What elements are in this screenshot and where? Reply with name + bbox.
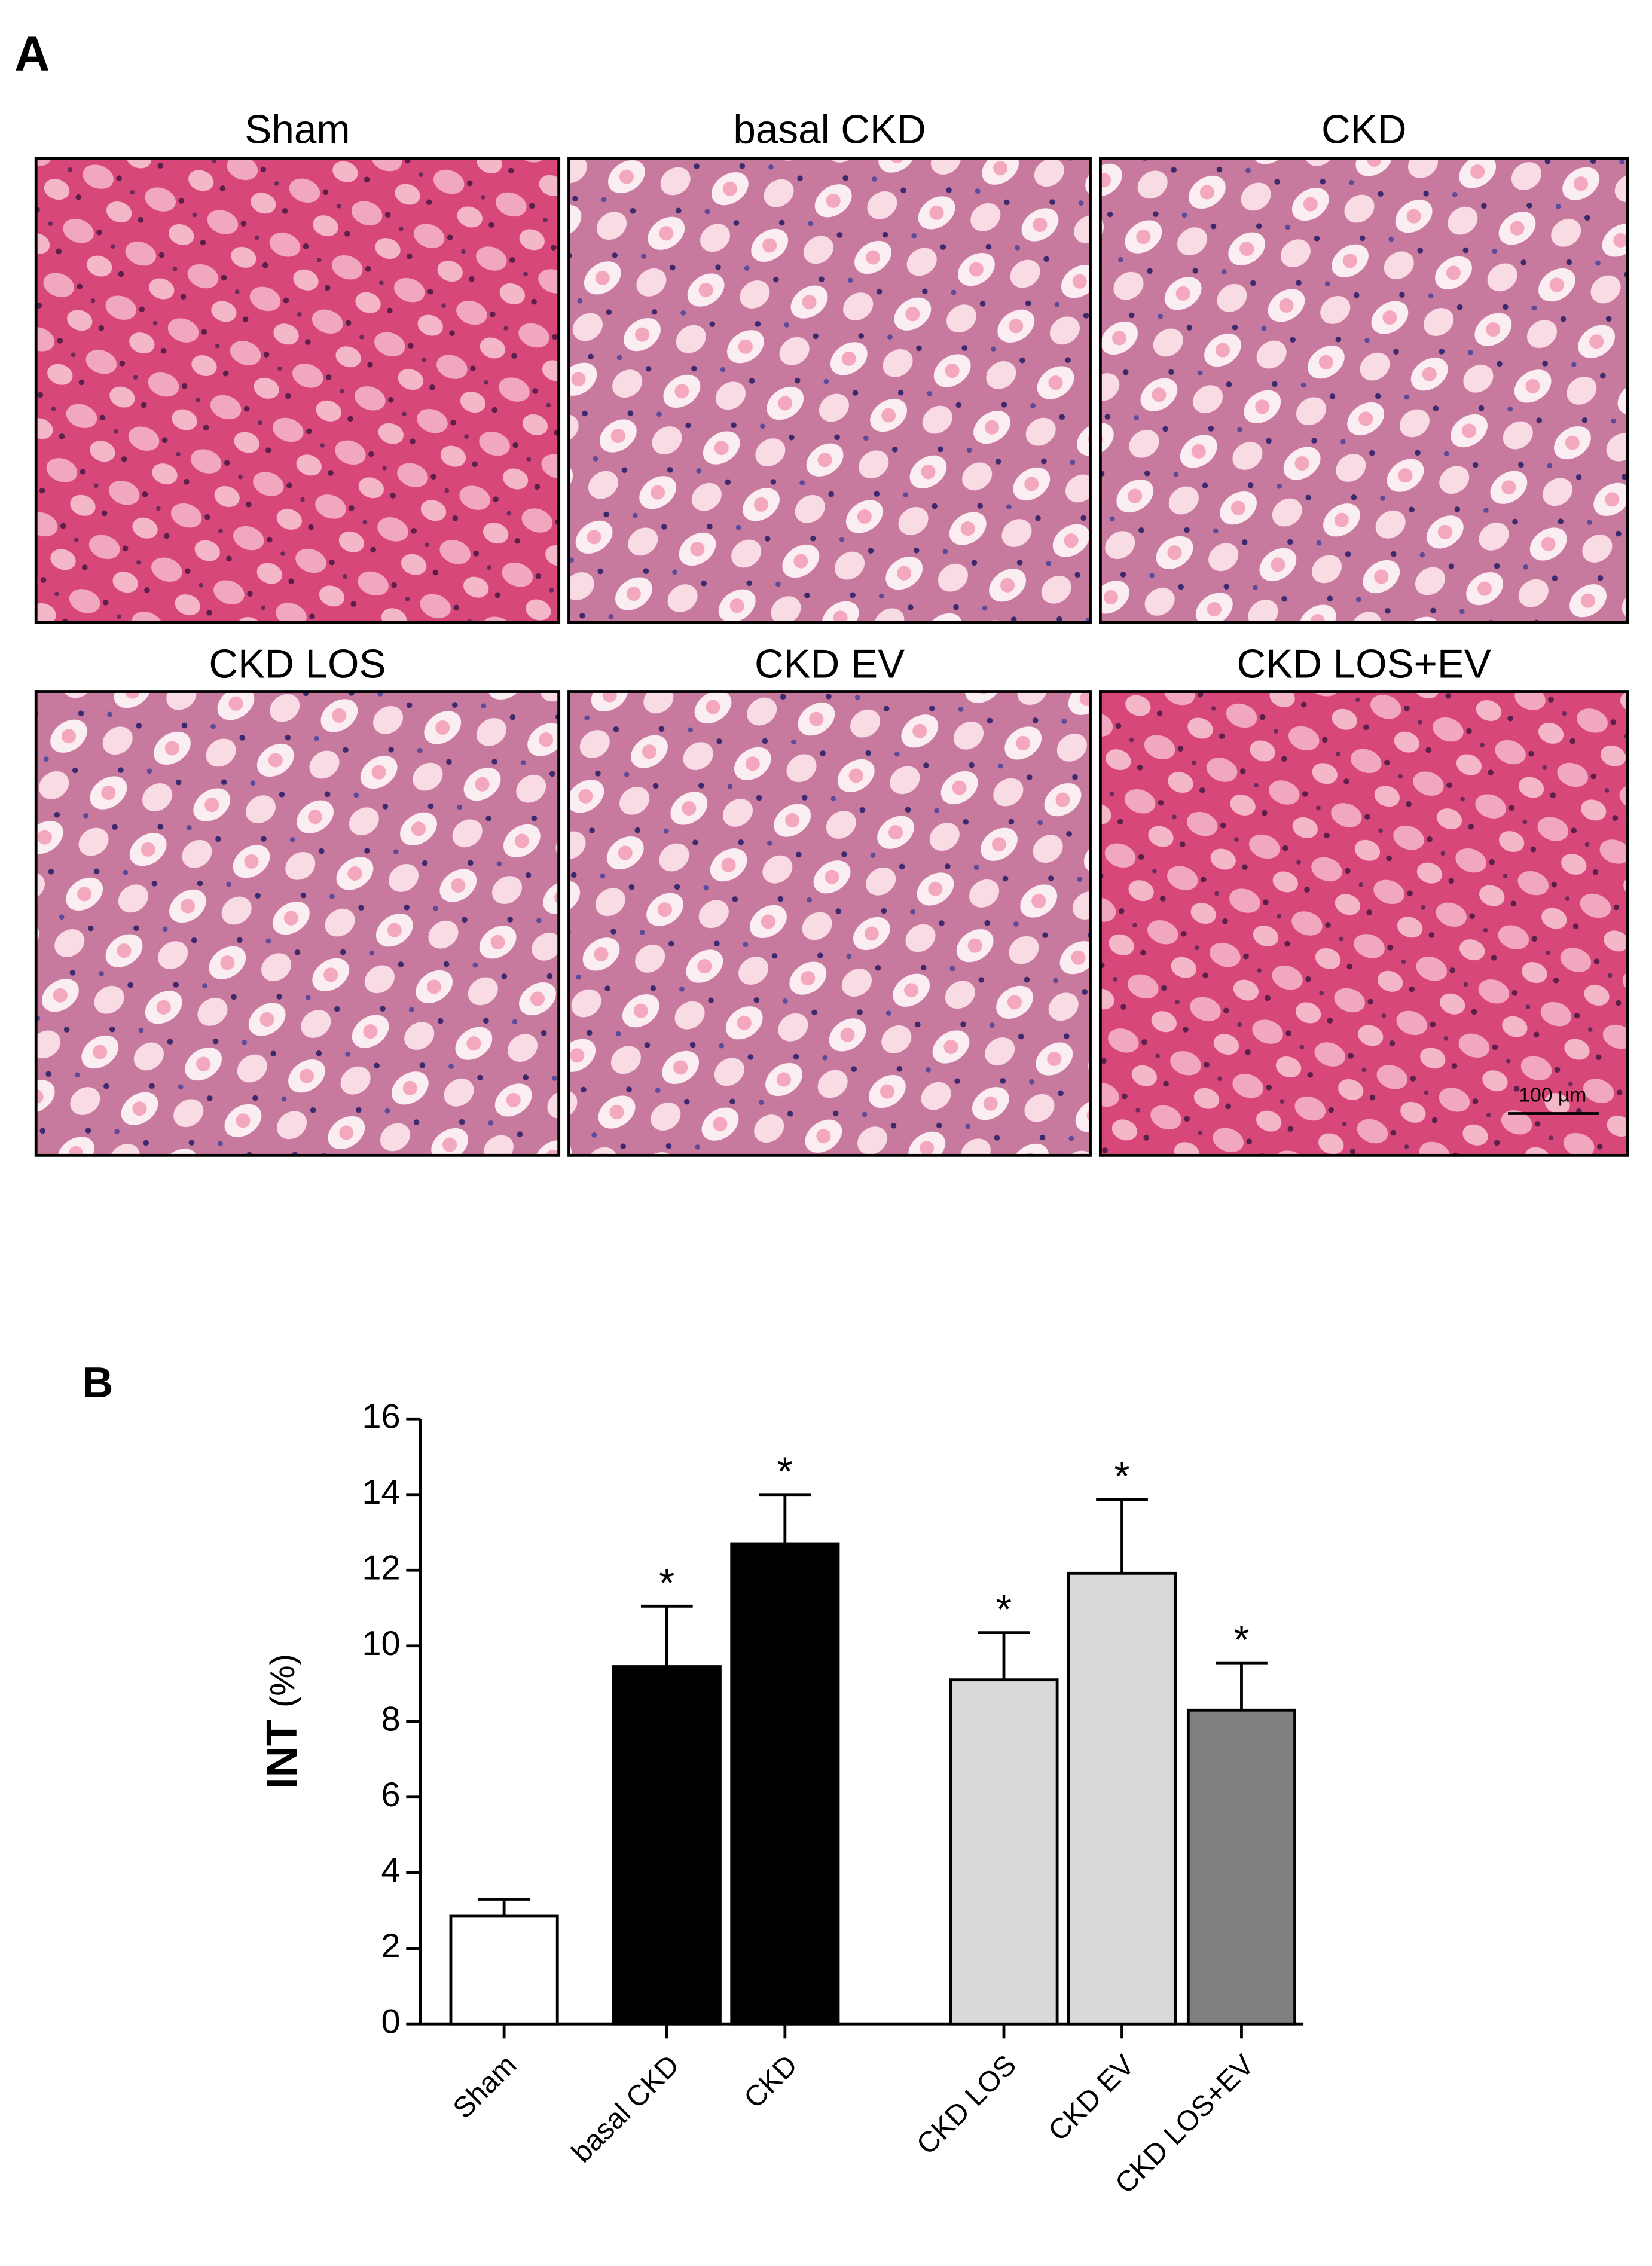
scale-bar-label: 100 µm bbox=[1519, 1083, 1586, 1106]
micrograph bbox=[567, 690, 1092, 1157]
micrograph bbox=[1098, 690, 1629, 1157]
x-tick-label: CKD LOS bbox=[911, 2048, 1023, 2161]
significance-marker: * bbox=[777, 1449, 793, 1494]
panel-label: A bbox=[14, 27, 50, 81]
y-axis-label: INT (%) bbox=[258, 1654, 306, 1789]
significance-marker: * bbox=[1114, 1454, 1129, 1499]
micrograph-grid: Sham basal CKD CKD CKD LOS CKD EV CKD LOS+EV 1… bbox=[34, 107, 1629, 1157]
image-title: basal CKD bbox=[733, 107, 926, 152]
y-tick-label: 16 bbox=[362, 1398, 400, 1436]
x-tick-label: Sham bbox=[447, 2048, 523, 2124]
image-title: CKD EV bbox=[755, 642, 905, 686]
x-tick-label: basal CKD bbox=[566, 2048, 686, 2169]
bar-chart: 0 2 4 6 8 10 12 14 16 Sham * basal CKD * CKD * CKD LOS *… bbox=[362, 1398, 1304, 2200]
bar bbox=[1186, 1708, 1297, 2026]
image-title: CKD LOS+EV bbox=[1237, 642, 1491, 686]
image-title: CKD LOS bbox=[209, 642, 386, 686]
y-tick-label: 2 bbox=[381, 1927, 401, 1965]
y-tick-label: 0 bbox=[381, 2002, 401, 2041]
y-tick-label: 12 bbox=[362, 1549, 400, 1587]
bar bbox=[949, 1678, 1059, 2026]
image-title: CKD bbox=[1321, 107, 1406, 152]
y-tick-label: 14 bbox=[362, 1473, 400, 1511]
panel-label: B bbox=[82, 1359, 113, 1407]
x-tick-label: CKD bbox=[738, 2048, 804, 2114]
bar bbox=[1067, 1571, 1177, 2026]
micrograph bbox=[34, 157, 561, 624]
micrograph bbox=[1098, 157, 1629, 624]
significance-marker: * bbox=[996, 1587, 1012, 1632]
bar bbox=[730, 1542, 840, 2026]
y-tick-label: 6 bbox=[381, 1776, 401, 1814]
bar bbox=[449, 1914, 559, 2026]
y-axis-label-main: INT bbox=[258, 1720, 306, 1789]
x-tick-label: CKD EV bbox=[1042, 2048, 1141, 2147]
micrograph bbox=[34, 690, 561, 1157]
micrograph bbox=[567, 157, 1092, 624]
y-tick-label: 4 bbox=[381, 1851, 401, 1889]
bar bbox=[612, 1665, 722, 2026]
y-tick-label: 8 bbox=[381, 1700, 401, 1739]
image-title: Sham bbox=[245, 107, 350, 152]
significance-marker: * bbox=[659, 1560, 674, 1605]
y-axis-label-unit: (%) bbox=[264, 1654, 302, 1708]
y-tick-label: 10 bbox=[362, 1624, 400, 1663]
significance-marker: * bbox=[1233, 1617, 1249, 1662]
